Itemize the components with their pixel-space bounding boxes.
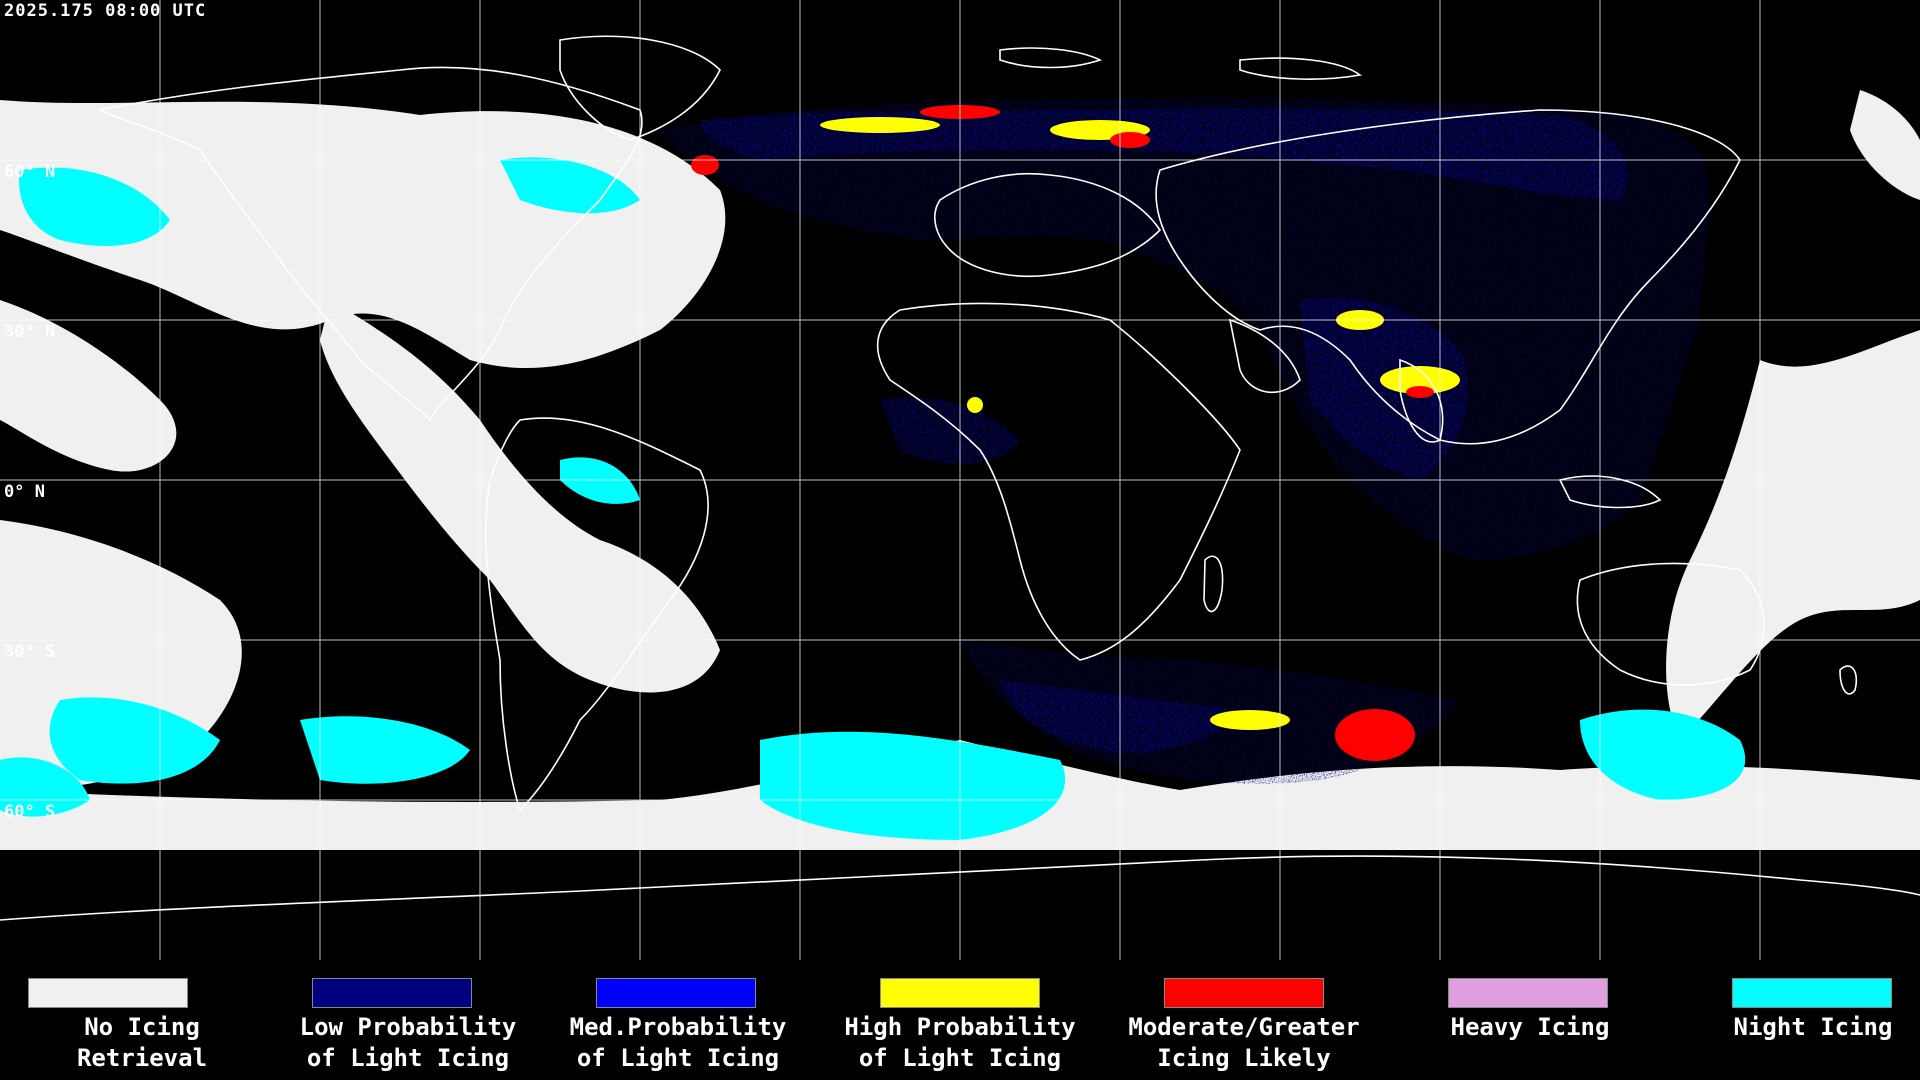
latitude-label-0n: 0° N xyxy=(4,482,45,502)
legend-label: Moderate/Greater Icing Likely xyxy=(1128,1013,1360,1072)
legend-swatch xyxy=(1448,978,1608,1008)
medium-probability-regions xyxy=(700,107,1628,753)
legend-label: Heavy Icing xyxy=(1450,1013,1610,1041)
latitude-label-30n: 30° N xyxy=(4,322,56,342)
low-probability-regions xyxy=(660,97,1709,784)
latitude-label-30s: 30° S xyxy=(4,642,56,662)
legend-swatch xyxy=(1732,978,1892,1008)
graticule xyxy=(0,0,1920,960)
legend-swatch xyxy=(880,978,1040,1008)
legend-swatch xyxy=(596,978,756,1008)
latitude-label-60n: 60° N xyxy=(4,162,56,182)
night-icing-regions xyxy=(0,157,1746,840)
legend-label: No Icing Retrieval xyxy=(76,1013,208,1072)
legend-label: Night Icing xyxy=(1733,1013,1893,1041)
legend-label: Low Probability of Light Icing xyxy=(299,1013,517,1072)
legend: No Icing Retrieval Low Probability of Li… xyxy=(0,960,1920,1080)
legend-label: Med.Probability of Light Icing xyxy=(569,1013,787,1072)
timestamp-label: 2025.175 08:00 UTC xyxy=(4,1,207,21)
latitude-label-60s: 60° S xyxy=(4,802,56,822)
legend-label: High Probability of Light Icing xyxy=(844,1013,1076,1072)
map-graphic xyxy=(0,0,1920,960)
legend-swatch xyxy=(312,978,472,1008)
legend-swatch xyxy=(28,978,188,1008)
coastlines xyxy=(0,35,1920,921)
icing-map: 2025.175 08:00 UTC 60° N 30° N 0° N 30° … xyxy=(0,0,1920,960)
legend-swatch xyxy=(1164,978,1324,1008)
